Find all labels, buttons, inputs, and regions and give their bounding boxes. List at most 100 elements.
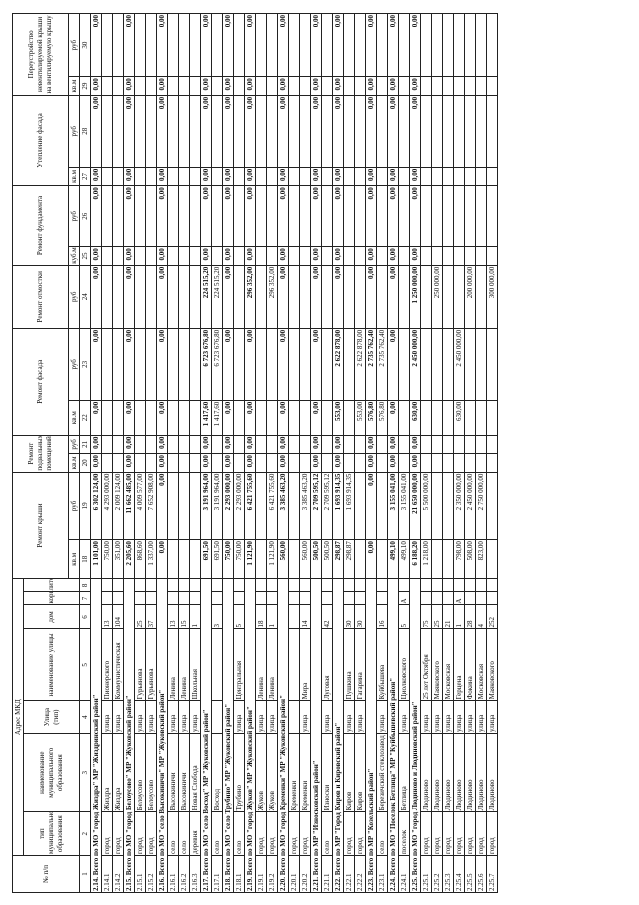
value-cell — [354, 539, 366, 579]
address-cell — [189, 591, 201, 605]
value-cell — [442, 95, 454, 168]
data-row: 2.19.1 город Жуков улица Ленина 18 — [255, 13, 267, 893]
row-label: 2.21. Всего по МР "Износковский район" — [310, 578, 322, 893]
value-cell: 2 709 595,12 — [310, 472, 322, 540]
value-cell — [189, 328, 201, 401]
address-cell: А — [453, 591, 465, 605]
value-cell — [420, 13, 432, 77]
value-cell — [475, 400, 487, 436]
address-cell: 16 — [376, 605, 388, 629]
value-cell: 0,00 — [200, 167, 212, 186]
value-cell — [266, 167, 278, 186]
value-cell — [255, 472, 267, 540]
address-cell — [112, 591, 124, 605]
value-cell — [101, 13, 113, 77]
value-cell — [288, 539, 300, 579]
address-cell: город — [145, 811, 157, 856]
value-cell: 0,00 — [222, 328, 234, 401]
value-cell: 750,00 — [222, 539, 234, 579]
value-cell — [321, 328, 333, 401]
value-cell — [288, 185, 300, 247]
total-row: 2.24. Всего по МО "Поселок Бетлица" МР "… — [387, 13, 399, 893]
value-cell: 0,00 — [222, 76, 234, 96]
value-cell: 1 101,00 — [90, 539, 102, 579]
value-cell: 0,00 — [332, 453, 344, 473]
value-cell — [431, 95, 443, 168]
address-cell: улица — [376, 700, 388, 734]
data-row: 2.14.1 город Жиздра улица Пионерского 13 750,0… — [101, 13, 113, 893]
value-cell — [431, 435, 443, 454]
value-cell: 3 191 964,00 — [211, 472, 223, 540]
value-cell — [420, 453, 432, 473]
address-cell: 2.21.1 — [321, 855, 333, 893]
value-cell — [442, 76, 454, 96]
column-number: 7 — [79, 591, 91, 605]
address-cell: Людиново — [464, 733, 476, 812]
address-cell: Коммунистическая — [112, 628, 124, 701]
value-cell — [343, 76, 355, 96]
value-cell: 0,00 — [387, 185, 399, 247]
value-cell: 0,00 — [156, 246, 168, 266]
column-number: 25 — [79, 246, 91, 266]
address-cell: 30 — [354, 605, 366, 629]
value-cell — [134, 95, 146, 168]
value-cell — [442, 472, 454, 540]
value-cell: 750,00 — [101, 539, 113, 579]
value-cell — [112, 167, 124, 186]
value-cell — [101, 76, 113, 96]
address-cell — [475, 578, 487, 592]
address-cell: 25 — [431, 605, 443, 629]
value-cell — [475, 185, 487, 247]
value-cell — [288, 453, 300, 473]
value-cell: 6 188,20 — [409, 539, 421, 579]
value-cell — [299, 13, 311, 77]
value-cell: 0,00 — [310, 95, 322, 168]
value-cell — [178, 265, 190, 329]
value-cell — [145, 328, 157, 401]
value-cell — [299, 246, 311, 266]
row-label: 2.16. Всего по МО "село Высокиничи" МР "… — [156, 578, 168, 893]
value-cell — [288, 95, 300, 168]
value-cell — [486, 472, 498, 540]
value-cell — [288, 435, 300, 454]
value-cell: 6 421 755,60 — [266, 472, 278, 540]
value-cell — [299, 453, 311, 473]
total-row: 2.25. Всего по МО "город Людиново и Люди… — [409, 13, 421, 893]
value-cell: 1 417,60 — [200, 400, 212, 436]
value-cell — [167, 185, 179, 247]
value-cell: 0,00 — [365, 76, 377, 96]
value-cell: 0,00 — [222, 167, 234, 186]
address-cell: город — [420, 811, 432, 856]
data-row: 2.22.2 город Киров улица Гагарина 30 553,00 2 6… — [354, 13, 366, 893]
address-cell — [266, 591, 278, 605]
value-cell: 0,00 — [409, 76, 421, 96]
address-cell: город — [442, 811, 454, 856]
header-group: Переустройство невентилируемой крыши на … — [12, 13, 69, 96]
value-cell — [134, 328, 146, 401]
value-cell: 0,00 — [365, 246, 377, 266]
value-cell — [112, 453, 124, 473]
value-cell — [145, 453, 157, 473]
value-cell: 0,00 — [277, 95, 289, 168]
address-cell: Белоусово — [134, 733, 146, 812]
address-cell: улица — [167, 700, 179, 734]
row-label: 2.18. Всего по МО "село Трубино" МР "Жук… — [222, 578, 234, 893]
column-number: 4 — [79, 700, 91, 734]
value-cell: 0,00 — [123, 167, 135, 186]
value-cell: 2 205,60 — [123, 539, 135, 579]
address-cell: Киров — [343, 733, 355, 812]
value-cell — [233, 265, 245, 329]
address-cell: улица — [420, 700, 432, 734]
value-cell: 0,00 — [90, 95, 102, 168]
value-cell — [376, 167, 388, 186]
address-cell: Трубино — [233, 733, 245, 812]
value-cell: 0,00 — [200, 246, 212, 266]
value-cell — [475, 246, 487, 266]
value-cell — [431, 76, 443, 96]
address-cell: 2.23.1 — [376, 855, 388, 893]
value-cell — [442, 246, 454, 266]
address-cell: Герцена — [453, 628, 465, 701]
value-cell — [112, 13, 124, 77]
address-cell: город — [431, 811, 443, 856]
